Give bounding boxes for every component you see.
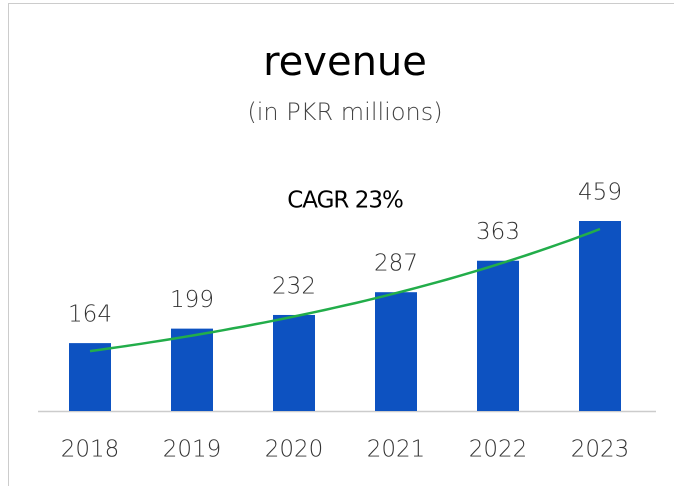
value-label: 287 [374,251,418,277]
value-label: 459 [578,180,622,206]
trend-line [89,227,601,353]
x-tick-label: 2022 [469,437,528,463]
x-tick-label: 2021 [367,437,426,463]
bar [579,221,621,411]
value-label: 164 [68,302,112,328]
bar [69,343,111,411]
bar [273,314,315,411]
x-tick-label: 2019 [163,437,222,463]
bar [375,292,417,411]
annotation: CAGR 23% [287,188,403,214]
value-label: 232 [272,273,316,299]
value-label: 199 [170,287,214,313]
x-tick-label: 2020 [265,437,324,463]
chart-title: revenue [263,39,427,85]
x-tick-label: 2023 [571,437,630,463]
bar [171,328,213,411]
value-label: 363 [476,219,520,245]
x-tick-label: 2018 [61,437,120,463]
chart-subtitle: (in PKR millions) [247,98,442,126]
frame [8,3,674,486]
bar [477,260,519,411]
